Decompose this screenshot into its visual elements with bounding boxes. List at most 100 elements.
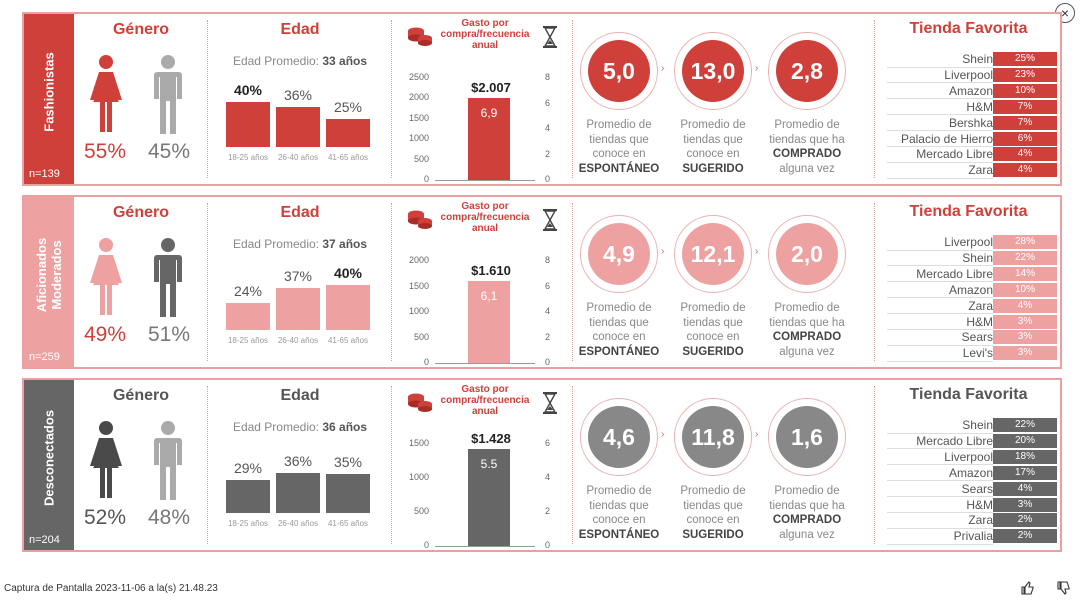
caption-line: tiendas que: [589, 316, 649, 329]
female-percentage: 55%: [84, 140, 127, 163]
thumbs-down-icon[interactable]: [1056, 581, 1070, 600]
segment-red: Fashionistas n=139 Género 55% 45% Edad Edad Pr…: [22, 12, 1062, 186]
row-line: [887, 177, 993, 179]
store-row: Shein 22%: [887, 250, 1057, 267]
caption-line: Promedio de: [586, 302, 652, 314]
caption-line: Promedio de: [774, 485, 840, 497]
panel-divider: [391, 203, 392, 361]
caption-line: alguna vez: [779, 528, 835, 541]
thumbs-up-icon[interactable]: [1020, 581, 1034, 600]
amount-value: $1.428: [471, 430, 511, 446]
caption-keyword: SUGERIDO: [682, 162, 744, 175]
row-line: [887, 82, 993, 84]
circle-ring: [674, 32, 752, 110]
store-value: 18%: [993, 449, 1057, 464]
arrow-icon: ›: [755, 246, 759, 257]
store-name: Zara: [968, 298, 993, 313]
store-value: 7%: [993, 115, 1057, 130]
segment-pink: Aficionados Moderados n=259 Género 49% 51% Eda…: [22, 195, 1062, 369]
gasto-title: Gasto por compra/frecuencia anual: [440, 201, 530, 234]
edad-title: Edad: [280, 204, 320, 221]
genero-panel: Género 49% 51%: [80, 197, 202, 367]
store-value: 3%: [993, 314, 1057, 329]
genero-panel: Género 55% 45%: [80, 14, 202, 184]
row-line: [887, 265, 993, 267]
coins-icon: [407, 392, 433, 417]
y-axis-tick-left: 1500: [408, 438, 429, 448]
store-row: Zara 4%: [887, 163, 1057, 179]
caption-keyword: SUGERIDO: [682, 528, 744, 541]
row-line: [887, 448, 993, 450]
caption-line: tiendas que ha: [769, 499, 845, 512]
y-axis-tick-left: 1000: [408, 472, 429, 482]
age-group-label: 26-40 años: [277, 153, 319, 162]
hourglass-icon: [543, 26, 557, 53]
store-value: 28%: [993, 235, 1057, 249]
female-icon: [86, 54, 126, 141]
store-value: 4%: [993, 481, 1057, 496]
store-row: Zara 4%: [887, 298, 1057, 315]
store-name: Shein: [962, 52, 993, 66]
arrow-icon: ›: [755, 63, 759, 74]
caption-keyword: ESPONTÁNEO: [578, 345, 660, 358]
store-name: Amazon: [948, 465, 993, 480]
store-row: Palacio de Hierro 6%: [887, 131, 1057, 147]
y-axis-tick-right: 8: [545, 72, 551, 82]
segment-name: Fashionistas: [41, 52, 57, 132]
male-icon: [148, 237, 188, 324]
store-row: Sears 3%: [887, 330, 1057, 346]
panel-divider: [207, 203, 208, 361]
panel-divider: [207, 386, 208, 544]
circle-caption: Promedio de tiendas que conoce en ESPONTÁNE…: [574, 301, 664, 359]
caption-line: Promedio de: [586, 485, 652, 497]
age-bar: [326, 473, 370, 513]
store-name: H&M: [966, 314, 993, 329]
row-line: [887, 512, 993, 513]
edad-promedio: Edad Promedio: 37 años: [212, 237, 388, 251]
gasto-panel: Gasto por compra/frecuencia anual 2000 150…: [395, 197, 570, 367]
age-percentage: 36%: [283, 86, 313, 103]
store-value: 22%: [993, 418, 1057, 432]
edad-title: Edad: [280, 21, 320, 38]
male-icon: [148, 420, 188, 507]
store-name: Mercado Libre: [916, 147, 993, 162]
row-line: [887, 344, 993, 346]
row-line: [887, 464, 993, 466]
store-name: Bershka: [948, 115, 993, 130]
edad-promedio-value: 37 años: [322, 237, 368, 251]
male-percentage: 51%: [148, 323, 191, 346]
y-axis-tick-left: 500: [413, 506, 429, 516]
tienda-panel: Tienda Favorita Liverpool 28% Shein 22% Merca…: [877, 197, 1060, 367]
store-row: Mercado Libre 4%: [887, 147, 1057, 163]
edad-promedio-label: Edad Promedio:: [232, 420, 319, 434]
genero-title: Género: [112, 21, 169, 38]
store-value: 22%: [993, 250, 1057, 265]
caption-line: conoce en: [592, 331, 646, 343]
average-circle: 1,6: [776, 406, 838, 468]
store-name: Amazon: [948, 282, 993, 297]
average-circle: 4,6: [588, 406, 650, 468]
segment-sample-size: n=259: [29, 351, 60, 363]
caption-keyword: COMPRADO: [772, 148, 842, 160]
store-name: Mercado Libre: [916, 266, 993, 281]
y-axis-tick-left: 1000: [408, 306, 429, 316]
row-line: [887, 480, 993, 482]
average-circle: 5,0: [588, 40, 650, 102]
gasto-bar: 5.5: [468, 448, 510, 546]
y-axis-tick-right: 0: [545, 357, 551, 367]
female-percentage: 52%: [84, 506, 127, 529]
circles-panel: 4,9 › Promedio de tiendas que conoce en ESPON…: [577, 197, 872, 367]
y-axis-tick-right: 0: [545, 174, 551, 184]
segment-sample-size: n=204: [29, 534, 60, 546]
y-axis-tick-left: 2500: [408, 72, 429, 82]
age-percentage: 40%: [233, 82, 263, 98]
store-row: Privalia 2%: [887, 529, 1057, 545]
circle-ring: [674, 398, 752, 476]
female-icon: [86, 237, 126, 324]
store-value: 3%: [993, 330, 1057, 345]
caption-line: alguna vez: [779, 162, 835, 175]
caption-line: alguna vez: [779, 345, 835, 358]
y-axis-tick-left: 1500: [408, 280, 429, 291]
store-name: H&M: [966, 99, 993, 114]
edad-promedio-label: Edad Promedio:: [232, 237, 319, 251]
